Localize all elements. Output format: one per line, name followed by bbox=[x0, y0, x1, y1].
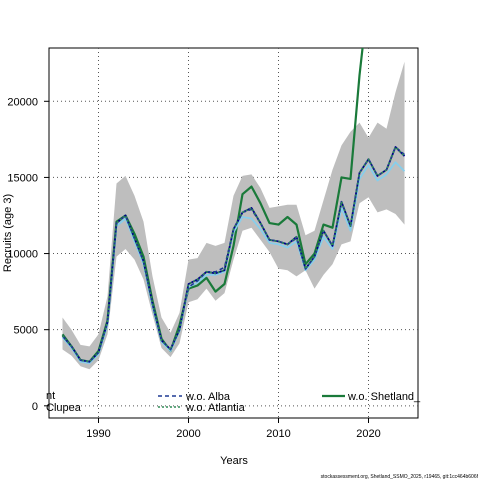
x-axis: 1990 2000 2010 2020 bbox=[86, 418, 381, 440]
series-line bbox=[61, 146, 406, 363]
legend-label: w.o. Atlantia bbox=[185, 402, 246, 414]
x-tick-label: 2000 bbox=[176, 428, 200, 440]
x-tick-label: 2010 bbox=[266, 428, 290, 440]
y-axis: 0 5000 10000 15000 20000 bbox=[7, 96, 49, 413]
y-tick-label: 10000 bbox=[7, 249, 38, 261]
confidence-band-layer bbox=[62, 61, 405, 370]
plot-frame bbox=[48, 47, 419, 419]
y-tick-label: 15000 bbox=[7, 172, 38, 184]
x-tick-label: 2020 bbox=[356, 428, 380, 440]
confidence-band bbox=[62, 61, 405, 370]
legend-label: nt bbox=[46, 390, 55, 402]
y-axis-label: Recruits (age 3) bbox=[2, 194, 14, 272]
legend-label: Clupea bbox=[46, 402, 82, 414]
x-axis-label: Years bbox=[220, 455, 248, 467]
legend-label: w.o. Shetland_ bbox=[347, 391, 421, 403]
y-tick-label: 5000 bbox=[14, 325, 38, 337]
y-tick-label: 0 bbox=[32, 401, 38, 413]
series-lines-layer bbox=[61, 48, 406, 365]
legend-label: w.o. Alba bbox=[185, 391, 231, 403]
y-tick-label: 20000 bbox=[7, 96, 38, 108]
x-tick-label: 1990 bbox=[86, 428, 110, 440]
footer-credit: stockassessment.org, Shetland_SSMO_2025,… bbox=[321, 474, 479, 480]
